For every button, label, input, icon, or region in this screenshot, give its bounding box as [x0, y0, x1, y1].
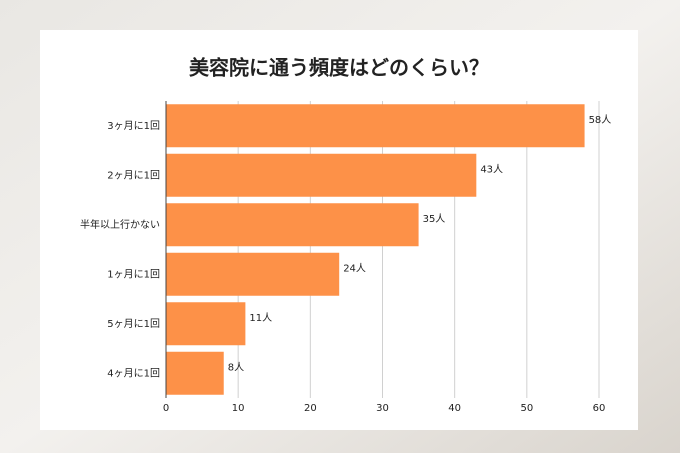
- x-tick-label: 30: [376, 403, 389, 414]
- x-tick-label: 20: [304, 403, 317, 414]
- y-tick-label: 半年以上行かない: [80, 218, 160, 231]
- x-tick-label: 60: [593, 403, 606, 414]
- value-label: 24人: [343, 262, 366, 274]
- x-tick-label: 40: [448, 403, 461, 414]
- y-tick-label: 5ヶ月に1回: [107, 318, 160, 330]
- bar: [166, 252, 340, 296]
- value-label: 35人: [423, 213, 446, 225]
- value-label: 11人: [249, 312, 272, 324]
- x-tick-label: 50: [520, 403, 533, 414]
- y-tick-label: 1ヶ月に1回: [107, 268, 160, 280]
- bar: [166, 302, 246, 346]
- value-label: 8人: [228, 361, 244, 373]
- bar: [166, 351, 224, 395]
- x-tick-label: 10: [232, 403, 245, 414]
- bar: [166, 153, 477, 197]
- x-tick-label: 0: [163, 403, 169, 414]
- y-tick-label: 2ヶ月に1回: [107, 169, 160, 181]
- bar: [166, 104, 585, 148]
- value-label: 43人: [480, 163, 503, 175]
- bar: [166, 203, 419, 247]
- y-tick-label: 3ヶ月に1回: [107, 120, 160, 132]
- chart-title: 美容院に通う頻度はどのくらい？: [189, 56, 489, 80]
- y-tick-label: 4ヶ月に1回: [107, 367, 160, 379]
- value-label: 58人: [589, 114, 612, 126]
